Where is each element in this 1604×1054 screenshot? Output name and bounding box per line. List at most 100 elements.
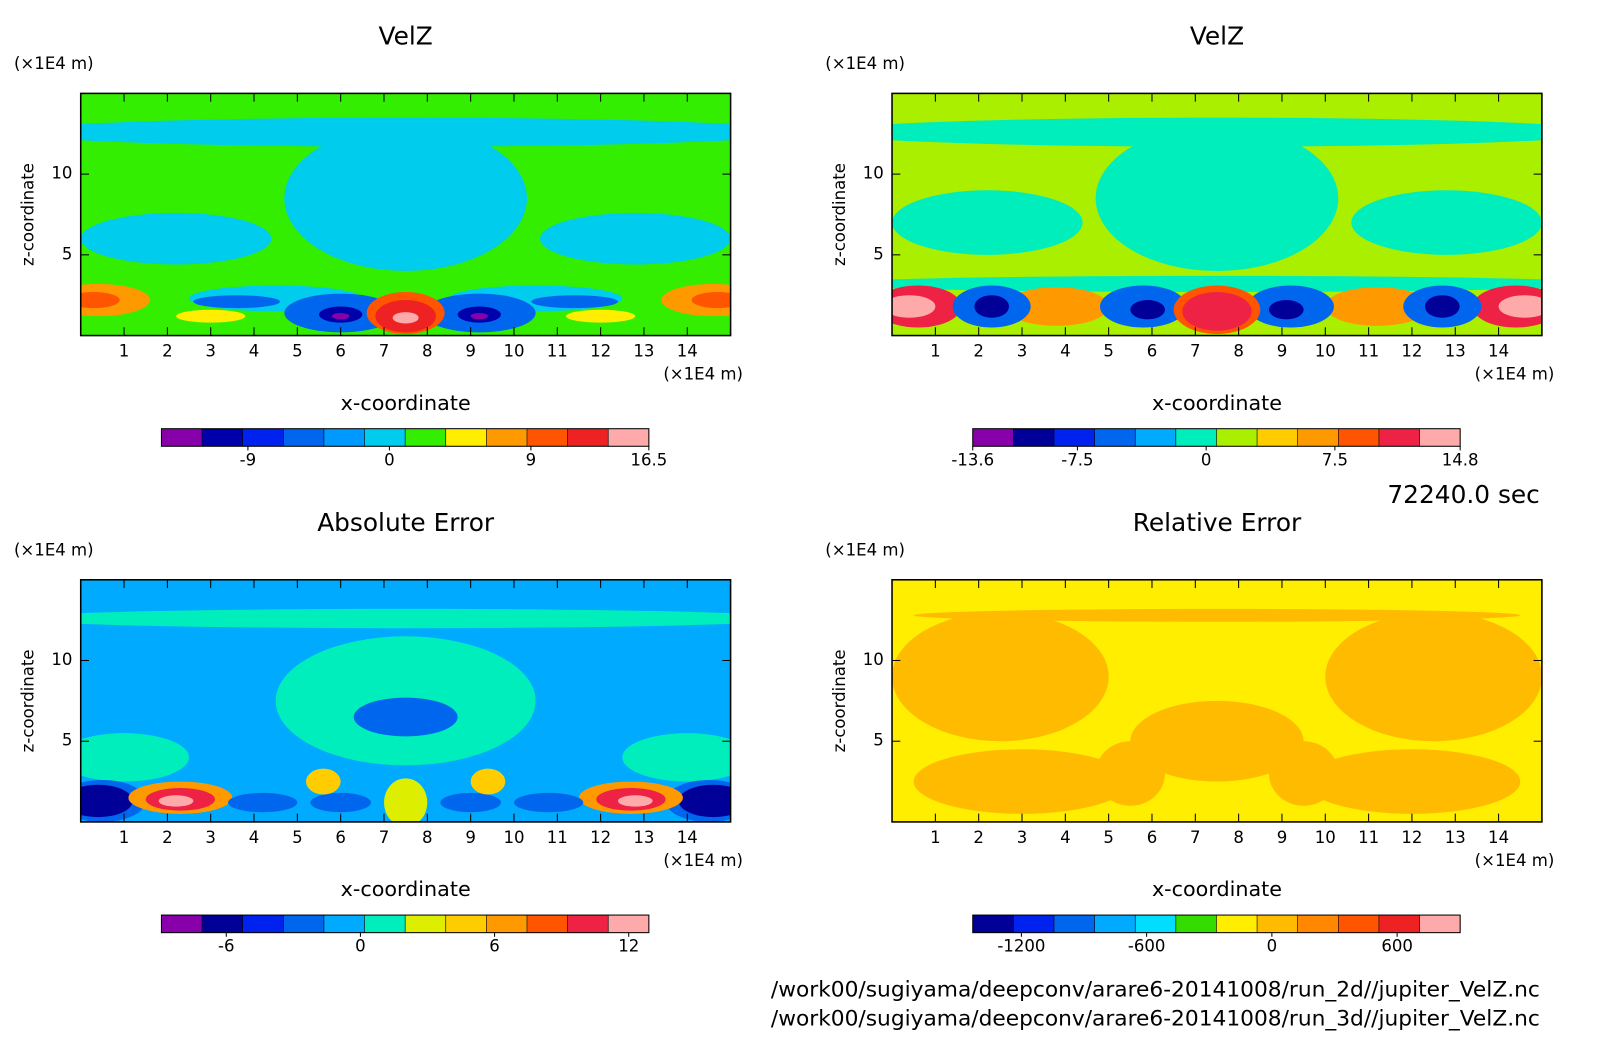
y-unit: (×1E4 m) xyxy=(825,54,905,73)
contour-region xyxy=(1095,125,1339,271)
colorbar-segment xyxy=(202,428,244,447)
colorbar-segment xyxy=(1053,428,1096,447)
x-tick-label: 1 xyxy=(119,828,130,847)
x-unit: (×1E4 m) xyxy=(1475,364,1555,383)
colorbar-segment xyxy=(1297,915,1339,933)
colorbar-tick-label: -6 xyxy=(218,937,235,956)
contour-region xyxy=(1095,741,1165,806)
colorbar-segment xyxy=(1175,915,1217,933)
colorbar-segment xyxy=(486,915,528,933)
colorbar-tick-label: 0 xyxy=(1201,450,1212,469)
x-tick-label: 8 xyxy=(1233,342,1244,361)
colorbar-segment xyxy=(1094,915,1136,933)
x-tick-label: 10 xyxy=(503,342,524,361)
contour-region xyxy=(176,309,246,323)
colorbar-segment xyxy=(242,428,284,447)
contour-region xyxy=(617,795,653,807)
contour-region xyxy=(384,778,428,822)
colorbar-segment xyxy=(283,915,325,933)
contour-region xyxy=(1004,287,1109,326)
panel-title: VelZ xyxy=(379,22,433,51)
contour-region xyxy=(1268,300,1304,320)
contour-region xyxy=(1325,287,1430,326)
colorbar-tick-label: 7.5 xyxy=(1322,450,1348,469)
x-tick-label: 13 xyxy=(633,828,654,847)
contour-region xyxy=(678,784,731,818)
contour-region xyxy=(193,295,281,309)
x-tick-label: 7 xyxy=(379,828,390,847)
contour-region xyxy=(80,608,731,629)
x-tick-label: 11 xyxy=(1358,828,1379,847)
x-tick-label: 5 xyxy=(1103,342,1114,361)
y-tick-label: 10 xyxy=(863,164,884,183)
x-tick-label: 7 xyxy=(379,342,390,361)
colorbar-segment xyxy=(526,915,569,933)
x-tick-label: 5 xyxy=(292,828,303,847)
colorbar-tick-label: -9 xyxy=(240,450,257,469)
colorbar-segment xyxy=(161,428,203,447)
contour-field xyxy=(80,93,731,336)
x-tick-label: 5 xyxy=(1103,828,1114,847)
x-unit: (×1E4 m) xyxy=(663,364,743,383)
x-tick-label: 3 xyxy=(205,828,216,847)
x-tick-label: 7 xyxy=(1190,828,1201,847)
colorbar-segment xyxy=(1175,428,1217,447)
x-tick-label: 14 xyxy=(677,828,698,847)
colorbar-segment xyxy=(567,915,609,933)
x-tick-label: 14 xyxy=(677,342,698,361)
contour-region xyxy=(1424,295,1460,318)
contour-region xyxy=(440,792,501,813)
colorbar-segment xyxy=(283,428,325,447)
x-tick-label: 6 xyxy=(335,342,346,361)
plot-frame xyxy=(891,92,1543,337)
contour-region xyxy=(913,608,1521,622)
contour-region xyxy=(691,291,731,309)
x-unit: (×1E4 m) xyxy=(663,851,743,870)
x-tick-label: 14 xyxy=(1488,342,1509,361)
x-tick-label: 1 xyxy=(930,342,941,361)
colorbar-segment xyxy=(364,915,406,933)
contour-region xyxy=(332,312,350,320)
colorbar-tick-label: -13.6 xyxy=(951,450,994,469)
colorbar-tick-label: 0 xyxy=(355,937,366,956)
x-tick-label: 6 xyxy=(1147,342,1158,361)
colorbar-segment xyxy=(1378,428,1421,447)
x-tick-label: 12 xyxy=(1401,342,1422,361)
contour-region xyxy=(539,212,731,265)
y-tick-label: 5 xyxy=(873,731,884,750)
y-tick-label: 5 xyxy=(62,244,73,263)
contour-region xyxy=(80,291,120,309)
x-axis-label: x-coordinate xyxy=(1152,391,1282,415)
colorbar-segment xyxy=(1257,915,1299,933)
colorbar-tick-label: -7.5 xyxy=(1061,450,1093,469)
contour-field xyxy=(892,579,1542,822)
colorbar-segment xyxy=(242,915,284,933)
file-path: /work00/sugiyama/deepconv/arare6-2014100… xyxy=(771,1007,1540,1032)
y-unit: (×1E4 m) xyxy=(14,540,94,559)
panel-title: VelZ xyxy=(1190,22,1244,51)
x-axis-label: x-coordinate xyxy=(341,877,471,901)
x-tick-label: 4 xyxy=(249,828,260,847)
colorbar-segment xyxy=(323,428,366,447)
x-tick-label: 9 xyxy=(1277,828,1288,847)
x-tick-label: 11 xyxy=(547,342,568,361)
x-tick-label: 9 xyxy=(465,342,476,361)
contour-region xyxy=(80,784,133,818)
contour-region xyxy=(392,312,419,324)
y-axis-label: z-coordinate xyxy=(18,649,37,752)
colorbar-segment xyxy=(1419,915,1461,933)
contour-region xyxy=(1182,291,1252,331)
x-tick-label: 6 xyxy=(1147,828,1158,847)
colorbar-segment xyxy=(1216,428,1258,447)
contour-region xyxy=(470,312,488,320)
contour-region xyxy=(531,295,618,309)
x-unit: (×1E4 m) xyxy=(1475,851,1555,870)
colorbar-tick-label: -1200 xyxy=(997,937,1045,956)
contour-region xyxy=(565,309,636,323)
colorbar-tick-label: 14.8 xyxy=(1442,450,1479,469)
colorbar-segment xyxy=(1053,915,1096,933)
colorbar-segment xyxy=(405,915,447,933)
colorbar-segment xyxy=(608,428,650,447)
colorbar-segment xyxy=(202,915,244,933)
